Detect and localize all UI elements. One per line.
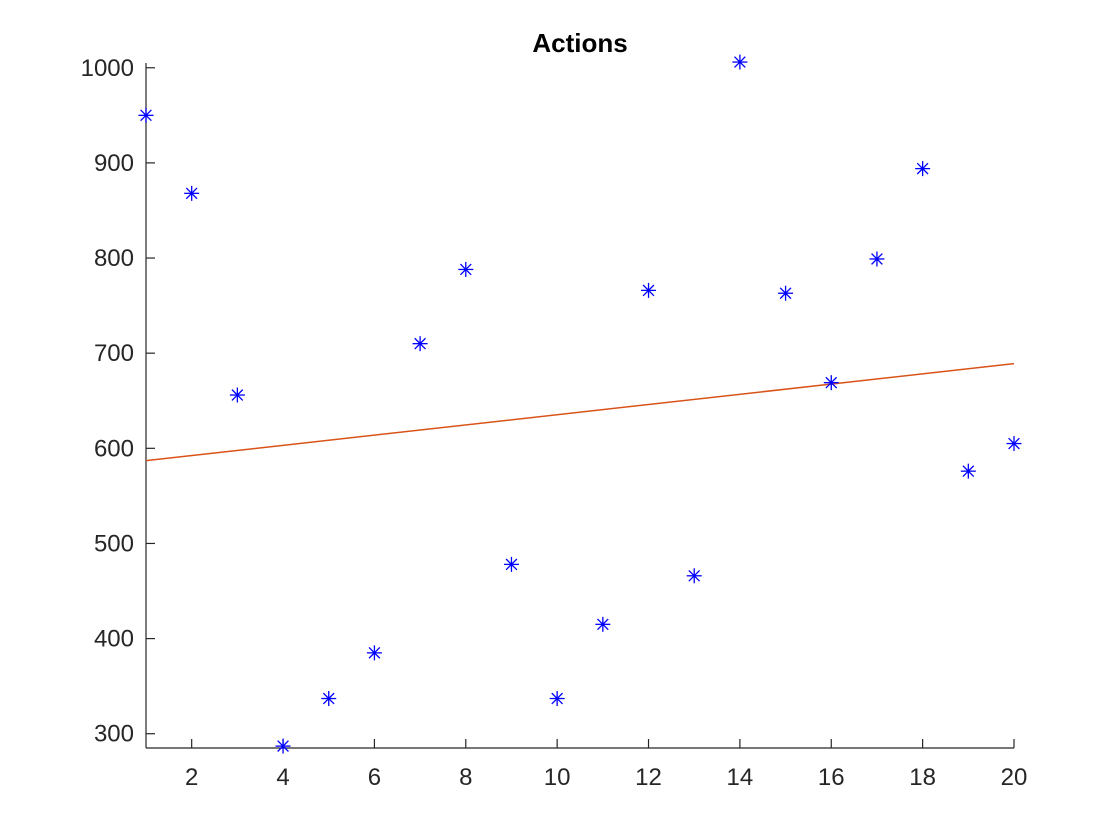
marker-stroke [916,162,929,175]
data-point [275,738,291,754]
trend-line [145,362,1015,462]
x-tick-label: 4 [276,764,289,791]
y-tick-label: 600 [94,435,134,462]
data-point [915,161,931,177]
y-tick-label: 800 [94,245,134,272]
x-tick-label: 20 [1001,764,1028,791]
marker-stroke [231,389,244,401]
marker-stroke [962,465,975,478]
marker-stroke [825,376,838,389]
x-tick-label: 10 [544,764,571,791]
data-point [732,54,748,70]
data-point [595,616,611,632]
marker-stroke [140,109,152,122]
data-point [503,556,519,572]
x-tick-label: 12 [635,764,662,791]
y-tick-label: 1000 [81,55,134,82]
trendline-layer [145,362,1015,462]
marker-stroke [277,740,289,752]
data-point [549,691,565,707]
x-tick-label: 2 [185,764,198,791]
data-point [1006,436,1022,452]
data-point [184,185,200,201]
y-tick-label: 900 [94,150,134,177]
data-point [138,107,154,123]
marker-stroke [1008,437,1020,450]
marker-stroke [688,569,701,582]
marker-stroke [734,56,746,68]
data-point [641,282,657,298]
axes: 2 4 6 8 10 12 14 16 18 20 300 400 500 600 700 800 900 100… [81,55,1028,791]
y-tick-label: 500 [94,530,134,557]
marker-stroke [505,558,518,571]
data-point [321,691,337,707]
y-tick-label: 300 [94,721,134,748]
marker-stroke [322,692,335,705]
marker-stroke [414,337,426,350]
data-points-layer [138,54,1022,754]
data-point [458,261,474,277]
data-point [412,336,428,352]
marker-stroke [642,284,655,297]
marker-stroke [596,618,609,631]
marker-stroke [551,692,564,705]
data-point [823,375,839,391]
marker-stroke [368,647,381,659]
data-point [778,285,794,301]
y-tick-label: 400 [94,626,134,653]
marker-stroke [871,253,883,265]
y-tick-label: 700 [94,340,134,367]
x-tick-label: 16 [818,764,845,791]
data-point [960,463,976,479]
data-point [869,251,885,267]
x-tick-label: 6 [368,764,381,791]
chart-title: Actions [532,28,627,58]
data-point [686,568,702,584]
x-tick-label: 18 [909,764,936,791]
x-tick-label: 8 [459,764,472,791]
marker-stroke [779,287,792,300]
data-point [229,387,245,403]
marker-stroke [459,263,472,276]
data-point [366,645,382,661]
marker-stroke [185,187,198,200]
x-tick-label: 14 [727,764,754,791]
